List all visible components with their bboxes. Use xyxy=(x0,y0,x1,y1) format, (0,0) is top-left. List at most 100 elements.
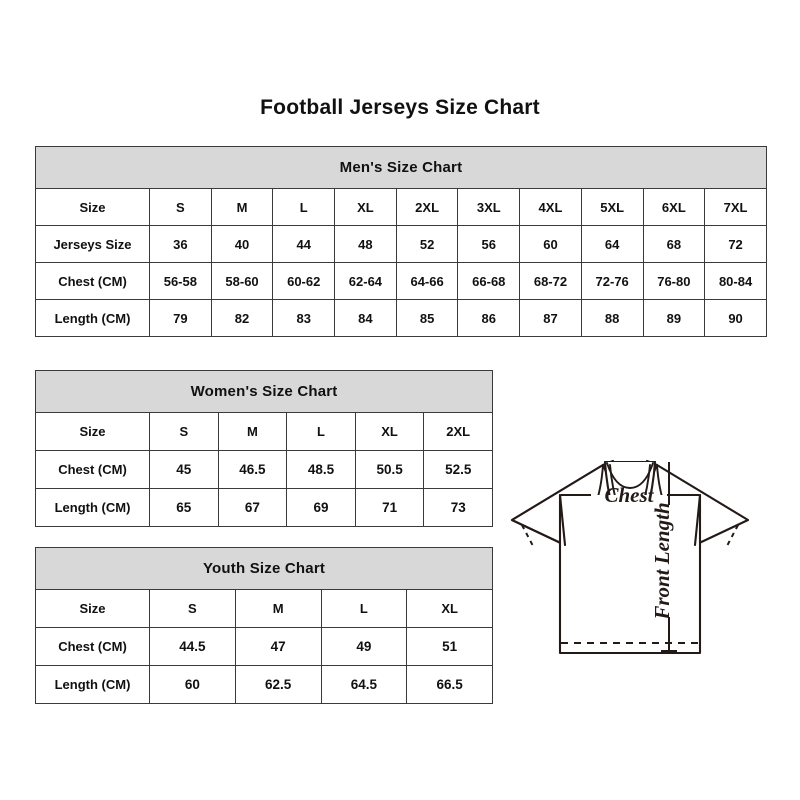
table-row: Length (CM) 60 62.5 64.5 66.5 xyxy=(35,665,494,704)
row-label: Chest (CM) xyxy=(35,450,150,489)
table-row: Chest (CM) 56-58 58-60 60-62 62-64 64-66… xyxy=(35,262,767,300)
table-cell: 80-84 xyxy=(704,262,767,300)
table-row: Length (CM) 79 82 83 84 85 86 87 88 89 9… xyxy=(35,299,767,337)
table-cell: 52.5 xyxy=(423,450,494,489)
table-cell: 84 xyxy=(334,299,397,337)
table-header-row: Size S M L XL 2XL xyxy=(35,412,494,451)
youth-table-caption: Youth Size Chart xyxy=(34,547,494,590)
table-cell: 69 xyxy=(286,488,356,527)
column-header-size: Size xyxy=(35,188,150,226)
column-header-3xl: 3XL xyxy=(457,188,521,226)
table-cell: 86 xyxy=(457,299,521,337)
column-header-2xl: 2XL xyxy=(423,412,494,451)
table-cell: 68 xyxy=(642,225,706,263)
table-cell: 46.5 xyxy=(217,450,288,489)
womens-size-chart-table: Women's Size Chart Size S M L XL 2XL Che… xyxy=(34,370,494,527)
left-cuff-dash xyxy=(521,524,534,547)
table-cell: 79 xyxy=(149,299,212,337)
column-header-xl: XL xyxy=(406,589,494,628)
table-cell: 66.5 xyxy=(406,665,494,704)
table-cell: 62.5 xyxy=(234,665,322,704)
column-header-6xl: 6XL xyxy=(642,188,706,226)
right-cuff-dash xyxy=(726,524,739,547)
table-caption-row: Youth Size Chart xyxy=(34,547,494,590)
column-header-m: M xyxy=(234,589,322,628)
jersey-measurement-diagram: Chest Front Length xyxy=(495,395,785,695)
table-cell: 52 xyxy=(395,225,459,263)
row-label: Jerseys Size xyxy=(35,225,150,263)
chest-label: Chest xyxy=(604,483,654,507)
collar-inner-arc xyxy=(606,462,654,489)
front-length-label: Front Length xyxy=(650,502,674,620)
right-side-seam-top xyxy=(693,493,702,547)
column-header-4xl: 4XL xyxy=(519,188,582,226)
table-cell: 73 xyxy=(423,488,494,527)
table-cell: 44 xyxy=(272,225,336,263)
row-label: Chest (CM) xyxy=(35,262,150,300)
table-cell: 72 xyxy=(704,225,767,263)
table-cell: 50.5 xyxy=(354,450,425,489)
table-caption-row: Women's Size Chart xyxy=(34,370,494,413)
table-cell: 62-64 xyxy=(334,262,397,300)
table-cell: 71 xyxy=(354,488,425,527)
column-header-s: S xyxy=(149,412,219,451)
table-cell: 85 xyxy=(395,299,459,337)
column-header-5xl: 5XL xyxy=(580,188,644,226)
table-cell: 90 xyxy=(704,299,767,337)
table-header-row: Size S M L XL 2XL 3XL 4XL 5XL 6XL 7XL xyxy=(35,188,767,226)
table-cell: 56-58 xyxy=(149,262,212,300)
table-cell: 72-76 xyxy=(580,262,644,300)
table-row: Chest (CM) 44.5 47 49 51 xyxy=(35,627,494,666)
row-label: Length (CM) xyxy=(35,488,150,527)
column-header-m: M xyxy=(210,188,274,226)
column-header-xl: XL xyxy=(354,412,425,451)
table-cell: 45 xyxy=(149,450,219,489)
table-cell: 51 xyxy=(406,627,494,666)
table-row: Length (CM) 65 67 69 71 73 xyxy=(35,488,494,527)
column-header-2xl: 2XL xyxy=(395,188,459,226)
row-label: Length (CM) xyxy=(35,299,150,337)
youth-size-chart-table: Youth Size Chart Size S M L XL Chest (CM… xyxy=(34,547,494,704)
table-row: Jerseys Size 36 40 44 48 52 56 60 64 68 … xyxy=(35,225,767,263)
table-row: Chest (CM) 45 46.5 48.5 50.5 52.5 xyxy=(35,450,494,489)
column-header-l: L xyxy=(286,412,356,451)
table-cell: 44.5 xyxy=(149,627,236,666)
table-cell: 48 xyxy=(334,225,397,263)
table-cell: 60-62 xyxy=(272,262,336,300)
table-cell: 60 xyxy=(149,665,236,704)
table-cell: 67 xyxy=(217,488,288,527)
mens-table-caption: Men's Size Chart xyxy=(35,146,767,189)
table-cell: 83 xyxy=(272,299,336,337)
column-header-7xl: 7XL xyxy=(704,188,767,226)
mens-size-chart-table: Men's Size Chart Size S M L XL 2XL 3XL 4… xyxy=(35,146,767,337)
table-cell: 49 xyxy=(320,627,408,666)
row-label: Length (CM) xyxy=(35,665,150,704)
table-cell: 60 xyxy=(519,225,582,263)
row-label: Chest (CM) xyxy=(35,627,150,666)
column-header-s: S xyxy=(149,589,236,628)
column-header-l: L xyxy=(320,589,408,628)
table-cell: 68-72 xyxy=(519,262,582,300)
table-cell: 36 xyxy=(149,225,212,263)
table-cell: 76-80 xyxy=(642,262,706,300)
table-cell: 64 xyxy=(580,225,644,263)
table-cell: 47 xyxy=(234,627,322,666)
table-cell: 48.5 xyxy=(286,450,356,489)
shirt-body-outline xyxy=(558,493,702,655)
table-cell: 66-68 xyxy=(457,262,521,300)
table-cell: 56 xyxy=(457,225,521,263)
table-cell: 88 xyxy=(580,299,644,337)
column-header-m: M xyxy=(217,412,288,451)
table-cell: 87 xyxy=(519,299,582,337)
table-cell: 58-60 xyxy=(210,262,274,300)
table-cell: 89 xyxy=(642,299,706,337)
table-caption-row: Men's Size Chart xyxy=(35,146,767,189)
table-cell: 64-66 xyxy=(395,262,459,300)
table-cell: 82 xyxy=(210,299,274,337)
table-cell: 65 xyxy=(149,488,219,527)
table-cell: 64.5 xyxy=(320,665,408,704)
column-header-xl: XL xyxy=(334,188,397,226)
column-header-l: L xyxy=(272,188,336,226)
womens-table-caption: Women's Size Chart xyxy=(34,370,494,413)
column-header-s: S xyxy=(149,188,212,226)
